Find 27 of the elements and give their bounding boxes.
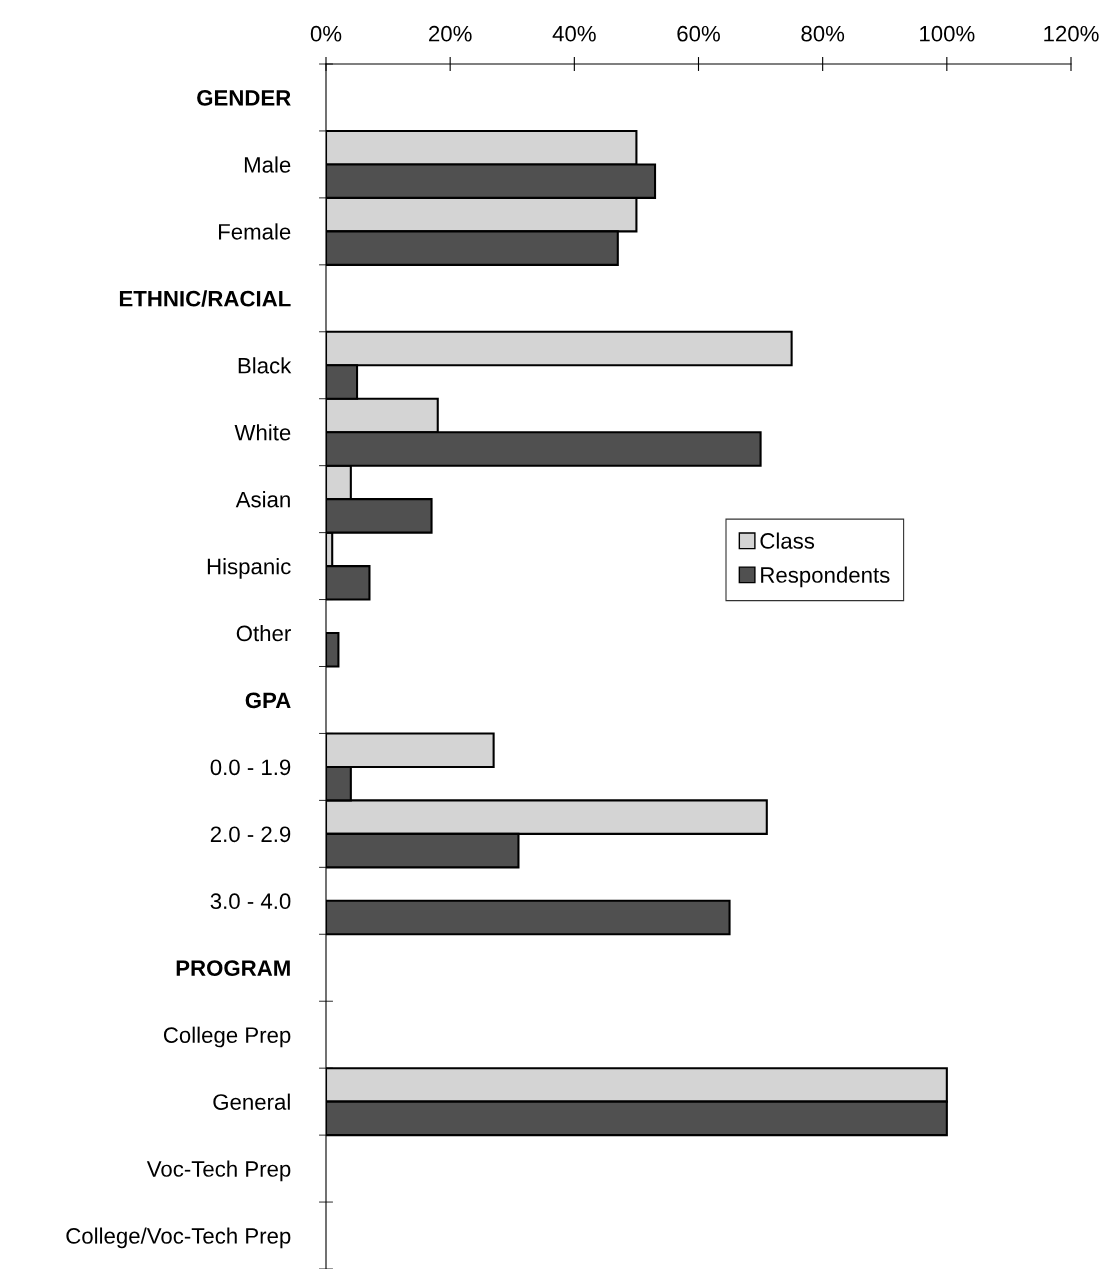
y-tick-label: GPA [245, 692, 291, 709]
x-tick-label: 80% [801, 25, 845, 42]
legend-label: Class [760, 532, 815, 549]
x-tick-label: 120% [1044, 25, 1099, 42]
y-tick-label: Hispanic [207, 558, 291, 579]
x-tick-label: 20% [429, 25, 472, 42]
y-tick-label: 2.0 - 2.9 [210, 826, 291, 843]
x-tick-label: 60% [677, 25, 720, 42]
y-tick-label: Other [236, 624, 291, 642]
legend-label: Respondents [761, 566, 890, 588]
y-tick-label: Black [238, 357, 292, 374]
y-tick-label: PROGRAM [176, 960, 290, 977]
y-tick-label: College Prep [163, 1026, 291, 1048]
y-tick-label: Voc-Tech Prep [146, 1160, 291, 1182]
x-tick-label: 100% [920, 25, 975, 42]
y-tick-label: Female [219, 223, 291, 240]
y-tick-label: College/Voc-Tech Prep [66, 1227, 291, 1249]
y-tick-label: General [213, 1093, 290, 1110]
x-tick-label: 40% [552, 25, 596, 42]
y-tick-label: GENDER [197, 90, 291, 106]
y-tick-label: White [234, 424, 291, 441]
y-tick-label: Male [244, 156, 291, 173]
y-tick-label: 0.0 - 1.9 [210, 759, 291, 776]
y-tick-label: 3.0 - 4.0 [210, 893, 291, 910]
x-tick-label: 0% [310, 25, 342, 42]
y-tick-label: Asian [235, 491, 290, 508]
y-tick-label: ETHNIC/RACIAL [119, 290, 291, 307]
